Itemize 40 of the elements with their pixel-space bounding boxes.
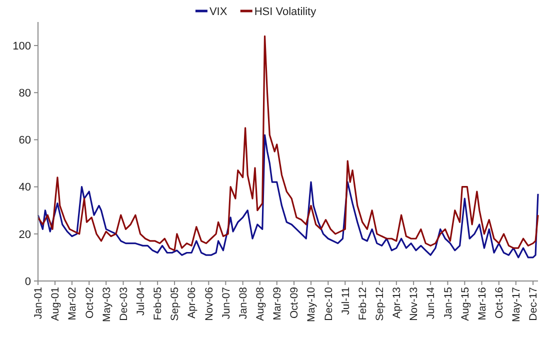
x-tick-label: Oct-09 <box>288 286 301 319</box>
x-tick-label: Dec-03 <box>118 286 130 321</box>
line-series <box>37 35 539 252</box>
x-tick-label: Feb-12 <box>357 286 370 320</box>
y-tick-label: 0 <box>24 276 31 288</box>
x-tick-label: Mar-09 <box>272 286 284 320</box>
legend-label: HSI Volatility <box>254 6 317 18</box>
x-tick-label: Feb-05 <box>152 286 164 320</box>
x-tick-label: Nov-13 <box>408 286 420 321</box>
x-tick-label: Sep-05 <box>169 286 182 321</box>
x-tick-label: Jun-07 <box>220 286 232 320</box>
x-tick-label: Mar-16 <box>476 286 488 320</box>
x-tick-label: Dec-10 <box>322 286 335 321</box>
x-tick-label: Apr-13 <box>391 286 404 319</box>
x-tick-label: May-10 <box>306 286 318 322</box>
x-tick-label: Aug-01 <box>50 286 62 321</box>
x-tick-label: Jul-11 <box>340 286 352 315</box>
x-tick-label: Jul-04 <box>135 286 147 316</box>
x-tick-label: Jan-08 <box>237 286 250 320</box>
x-tick-label: Oct-16 <box>494 286 506 319</box>
x-tick-label: Apr-06 <box>186 286 198 319</box>
x-tick-label: Mar-02 <box>66 286 79 320</box>
legend-label: VIX <box>209 6 228 18</box>
x-tick-label: Jan-01 <box>32 286 45 320</box>
x-tick-label: Sep-12 <box>374 286 386 321</box>
line-series <box>37 134 539 258</box>
x-tick-label: May-03 <box>100 286 113 322</box>
x-tick-label: Jun-14 <box>425 286 438 320</box>
x-tick-label: Oct-02 <box>84 286 96 319</box>
y-tick-label: 60 <box>18 134 31 147</box>
x-tick-label: Aug-15 <box>459 286 472 321</box>
x-tick-label: May-17 <box>510 286 523 322</box>
x-tick-label: Jan-15 <box>442 286 454 320</box>
y-tick-label: 80 <box>18 87 31 100</box>
y-tick-label: 20 <box>18 228 31 241</box>
x-tick-label: Dec-17 <box>528 286 540 321</box>
x-tick-label: Aug-08 <box>254 286 267 321</box>
y-tick-label: 40 <box>18 182 31 194</box>
x-tick-label: Nov-06 <box>203 286 216 321</box>
y-tick-label: 100 <box>12 40 31 52</box>
